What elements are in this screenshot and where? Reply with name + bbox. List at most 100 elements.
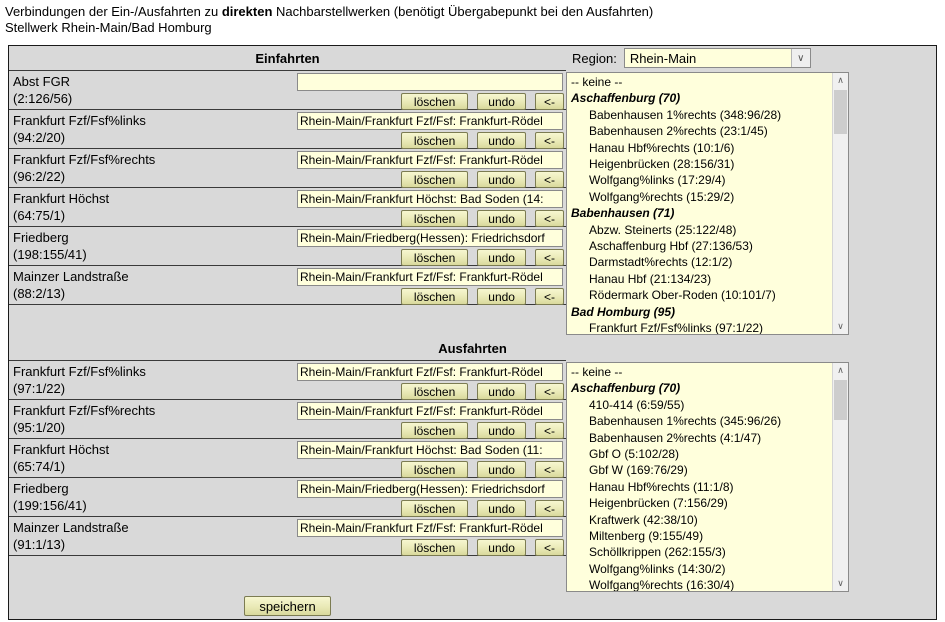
- region-selected-value: Rhein-Main: [629, 50, 697, 66]
- undo-button[interactable]: undo: [477, 93, 526, 110]
- list-item[interactable]: Bad Homburg (95): [571, 304, 676, 319]
- connection-input[interactable]: [297, 190, 563, 208]
- undo-button[interactable]: undo: [477, 500, 526, 517]
- connection-label: Abst FGR (2:126/56): [9, 71, 297, 109]
- title-text: Verbindungen der Ein-/Ausfahrten zu: [5, 4, 222, 19]
- scroll-up-icon[interactable]: ∧: [837, 365, 844, 376]
- ausfahrten-listbox: -- keine -- Aschaffenburg (70) 410-414 (6:…: [566, 362, 849, 592]
- transfer-left-button[interactable]: <-: [534, 539, 564, 556]
- list-item[interactable]: Hanau Hbf (21:134/23): [589, 271, 712, 286]
- list-item[interactable]: Babenhausen (71): [571, 206, 675, 221]
- list-item[interactable]: Babenhausen 2%rechts (4:1/47): [589, 430, 762, 445]
- delete-button[interactable]: löschen: [400, 500, 469, 517]
- connection-input[interactable]: [297, 363, 563, 381]
- connection-row: Frankfurt Fzf/Fsf%rechts (95:1/20) lösch…: [9, 400, 566, 439]
- connection-input[interactable]: [297, 229, 563, 247]
- transfer-left-button[interactable]: <-: [534, 422, 564, 439]
- einfahrten-header-row: Einfahrten Region: Rhein-Main ∨: [9, 46, 936, 70]
- ausfahrten-scrollbar[interactable]: ∧ ∨: [832, 363, 848, 591]
- list-item[interactable]: Gbf W (169:76/29): [589, 463, 688, 478]
- undo-button[interactable]: undo: [477, 171, 526, 188]
- connection-row: Abst FGR (2:126/56) löschen undo <-: [9, 71, 566, 110]
- delete-button[interactable]: löschen: [400, 93, 469, 110]
- list-item[interactable]: Wolfgang%rechts (15:29/2): [589, 189, 735, 204]
- list-item[interactable]: Abzw. Steinerts (25:122/48): [589, 222, 737, 237]
- list-item[interactable]: Heigenbrücken (7:156/29): [589, 496, 728, 511]
- list-item[interactable]: Aschaffenburg Hbf (27:136/53): [589, 239, 753, 254]
- list-item[interactable]: Wolfgang%links (14:30/2): [589, 561, 726, 576]
- list-item[interactable]: Heigenbrücken (28:156/31): [589, 157, 735, 172]
- connection-input[interactable]: [297, 480, 563, 498]
- list-item[interactable]: Wolfgang%rechts (16:30/4): [589, 578, 735, 592]
- delete-button[interactable]: löschen: [400, 249, 469, 266]
- transfer-left-button[interactable]: <-: [534, 171, 564, 188]
- einfahrten-scrollbar[interactable]: ∧ ∨: [832, 73, 848, 334]
- delete-button[interactable]: löschen: [400, 383, 469, 400]
- connection-input[interactable]: [297, 519, 563, 537]
- undo-button[interactable]: undo: [477, 422, 526, 439]
- connection-input[interactable]: [297, 151, 563, 169]
- save-button[interactable]: speichern: [244, 596, 331, 616]
- list-item[interactable]: Frankfurt Fzf/Fsf%links (97:1/22): [589, 321, 764, 335]
- connection-code: (88:2/13): [13, 286, 66, 301]
- transfer-left-button[interactable]: <-: [534, 249, 564, 266]
- undo-button[interactable]: undo: [477, 383, 526, 400]
- transfer-left-button[interactable]: <-: [534, 383, 564, 400]
- list-item[interactable]: Aschaffenburg (70): [571, 381, 681, 396]
- list-item[interactable]: 410-414 (6:59/55): [589, 397, 685, 412]
- transfer-left-button[interactable]: <-: [534, 93, 564, 110]
- undo-button[interactable]: undo: [477, 461, 526, 478]
- list-item[interactable]: Miltenberg (9:155/49): [589, 529, 704, 544]
- connection-input[interactable]: [297, 73, 563, 91]
- scroll-down-icon[interactable]: ∨: [837, 578, 844, 589]
- delete-button[interactable]: löschen: [400, 461, 469, 478]
- list-item[interactable]: Babenhausen 2%rechts (23:1/45): [589, 124, 768, 139]
- connection-label: Mainzer Landstraße (91:1/13): [9, 517, 297, 555]
- transfer-left-button[interactable]: <-: [534, 288, 564, 305]
- connection-name: Mainzer Landstraße: [13, 520, 129, 535]
- list-item[interactable]: Babenhausen 1%rechts (345:96/26): [589, 414, 782, 429]
- scroll-thumb[interactable]: [834, 380, 847, 420]
- list-item[interactable]: Aschaffenburg (70): [571, 91, 681, 106]
- list-item[interactable]: Hanau Hbf%rechts (11:1/8): [589, 479, 734, 494]
- list-item[interactable]: Kraftwerk (42:38/10): [589, 512, 698, 527]
- region-select[interactable]: Rhein-Main ∨: [623, 48, 811, 68]
- list-item[interactable]: Wolfgang%links (17:29/4): [589, 173, 726, 188]
- delete-button[interactable]: löschen: [400, 210, 469, 227]
- transfer-left-button[interactable]: <-: [534, 132, 564, 149]
- connection-code: (94:2/20): [13, 130, 66, 145]
- transfer-left-button[interactable]: <-: [534, 461, 564, 478]
- undo-button[interactable]: undo: [477, 132, 526, 149]
- list-item[interactable]: Babenhausen 1%rechts (348:96/28): [589, 107, 782, 122]
- undo-button[interactable]: undo: [477, 288, 526, 305]
- transfer-left-button[interactable]: <-: [534, 500, 564, 517]
- list-item[interactable]: -- keine --: [571, 75, 623, 89]
- chevron-down-icon[interactable]: ∨: [790, 49, 810, 67]
- connection-input[interactable]: [297, 112, 563, 130]
- delete-button[interactable]: löschen: [400, 422, 469, 439]
- list-item[interactable]: Rödermark Ober-Roden (10:101/7): [589, 288, 776, 303]
- list-item[interactable]: Darmstadt%rechts (12:1/2): [589, 255, 733, 270]
- undo-button[interactable]: undo: [477, 539, 526, 556]
- list-item[interactable]: Gbf O (5:102/28): [589, 447, 680, 462]
- delete-button[interactable]: löschen: [400, 539, 469, 556]
- connection-input[interactable]: [297, 441, 563, 459]
- title-bold-word: direkten: [221, 4, 273, 19]
- scroll-up-icon[interactable]: ∧: [837, 75, 844, 86]
- list-item[interactable]: -- keine --: [571, 365, 623, 379]
- delete-button[interactable]: löschen: [400, 288, 469, 305]
- transfer-left-button[interactable]: <-: [534, 210, 564, 227]
- list-item[interactable]: Schöllkrippen (262:155/3): [589, 545, 726, 560]
- scroll-thumb[interactable]: [834, 90, 847, 134]
- delete-button[interactable]: löschen: [400, 132, 469, 149]
- connection-name: Friedberg: [13, 481, 69, 496]
- connection-label: Frankfurt Fzf/Fsf%links (94:2/20): [9, 110, 297, 148]
- undo-button[interactable]: undo: [477, 249, 526, 266]
- connection-label: Frankfurt Fzf/Fsf%rechts (96:2/22): [9, 149, 297, 187]
- connection-input[interactable]: [297, 402, 563, 420]
- connection-input[interactable]: [297, 268, 563, 286]
- scroll-down-icon[interactable]: ∨: [837, 321, 844, 332]
- delete-button[interactable]: löschen: [400, 171, 469, 188]
- undo-button[interactable]: undo: [477, 210, 526, 227]
- list-item[interactable]: Hanau Hbf%rechts (10:1/6): [589, 140, 735, 155]
